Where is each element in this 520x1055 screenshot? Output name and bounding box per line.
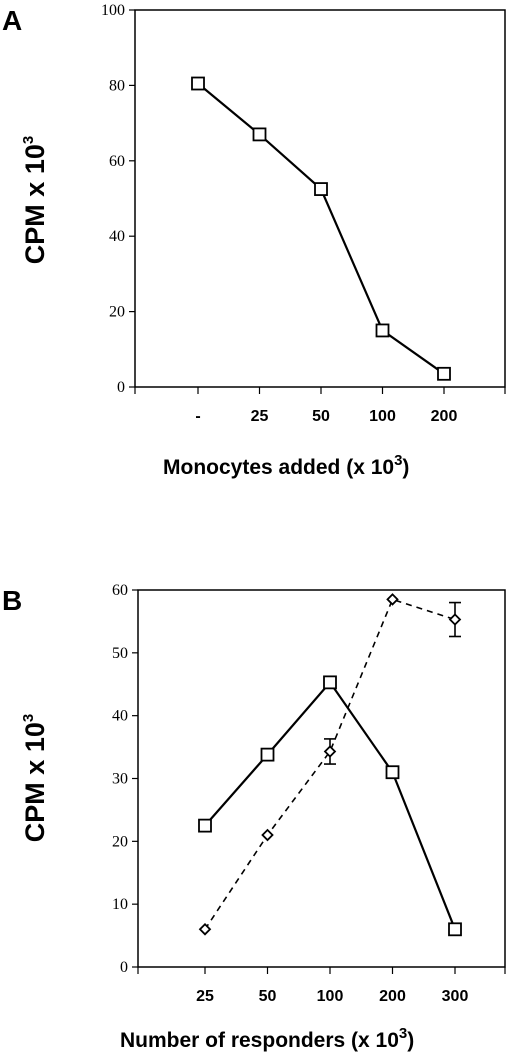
panel-a-x-axis-label: Monocytes added (x 103): [163, 452, 409, 479]
panel-b-letter: B: [2, 585, 22, 616]
panel-a-series-1-line: [197, 82, 445, 375]
panel-b-chart: B CPM x 103 Number of responders (x 103)…: [2, 582, 506, 1052]
panel-b-y-tick-label: 40: [112, 708, 128, 725]
panel-b-y-axis-label-sup: 3: [20, 714, 37, 722]
panel-a-x-axis-label-sup: 3: [394, 452, 402, 469]
panel-a-y-tick-label: 40: [109, 228, 125, 245]
panel-a-y-tick-label: 100: [101, 2, 125, 19]
panel-b-x-tick-label: 25: [196, 988, 214, 1005]
panel-b-x-axis-label: Number of responders (x 103): [120, 1025, 414, 1052]
panel-b-x-axis-label-text: Number of responders (x 10: [120, 1029, 399, 1052]
panel-b-diamond-marker: [198, 923, 212, 936]
panel-b-square-marker: [260, 747, 275, 762]
panel-b-square-marker: [323, 675, 337, 690]
panel-b-y-tick-label: 20: [112, 833, 128, 850]
panel-a-x-tick-label: -: [195, 408, 200, 425]
panel-a-square-marker: [314, 182, 328, 196]
panel-b-x-axis-label-close: ): [407, 1029, 414, 1052]
panel-a-y-tick-label: 0: [117, 379, 125, 396]
panel-b-square-marker: [385, 765, 400, 780]
panel-a-plot-frame: [134, 9, 506, 388]
panel-b-diamond-marker: [386, 593, 399, 606]
panel-a-square-marker: [191, 76, 205, 91]
panel-b-x-tick-label: 200: [379, 988, 406, 1005]
panel-b-x-axis-label-sup: 3: [399, 1025, 407, 1042]
panel-a-chart: A CPM x 103 Monocytes added (x 103) 0204…: [2, 2, 506, 479]
panel-a-x-tick-label: 25: [251, 408, 269, 425]
panel-a-x-tick-label: 50: [312, 408, 330, 425]
panel-b-diamond-marker: [323, 745, 337, 758]
panel-b-square-marker: [198, 818, 212, 833]
panel-a-y-tick-label: 60: [109, 153, 125, 170]
panel-a-square-marker: [437, 366, 451, 381]
panel-b-x-tick-label: 300: [442, 988, 469, 1005]
panel-a-x-tick-label: 100: [369, 408, 396, 425]
panel-a-x-axis-label-close: ): [402, 456, 409, 479]
panel-a-letter: A: [2, 5, 22, 36]
panel-a-x-tick-label: 200: [431, 408, 458, 425]
panel-b-y-tick-label: 0: [120, 959, 128, 976]
panel-a-y-axis-label-text: CPM x 10: [20, 144, 50, 264]
panel-a-square-marker: [252, 127, 267, 142]
panel-b-y-tick-label: 10: [112, 896, 128, 913]
panel-b-x-tick-label: 100: [317, 988, 344, 1005]
panel-b-y-axis-label: CPM x 103: [20, 714, 50, 842]
panel-b-y-tick-label: 30: [112, 771, 128, 788]
panel-b-square-marker: [448, 922, 462, 937]
panel-b-y-tick-label: 50: [112, 645, 128, 662]
panel-b-diamond-marker: [261, 828, 274, 842]
panel-b-plot-frame: [137, 589, 506, 968]
panel-b-x-tick-label: 50: [259, 988, 277, 1005]
panel-b-y-tick-label: 60: [112, 582, 128, 599]
panel-a-y-tick-label: 20: [109, 304, 125, 321]
panel-a-y-axis-label: CPM x 103: [20, 136, 50, 264]
panel-a-square-marker: [375, 323, 390, 338]
panel-a-y-tick-label: 80: [109, 77, 125, 94]
panel-a-x-axis-label-text: Monocytes added (x 10: [163, 456, 394, 479]
panel-a-y-axis-label-sup: 3: [20, 136, 37, 144]
panel-b-y-axis-label-text: CPM x 10: [20, 722, 50, 842]
panel-b-series-1-line: [204, 680, 457, 930]
panel-b-diamond-marker: [448, 613, 462, 626]
